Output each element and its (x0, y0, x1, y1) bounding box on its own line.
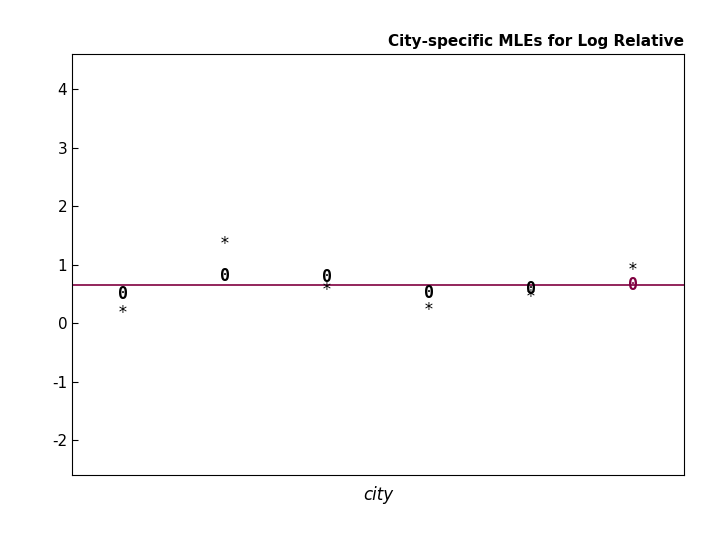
Text: *: * (322, 281, 332, 299)
Text: 0: 0 (220, 267, 230, 285)
Text: 0: 0 (118, 285, 128, 303)
Text: *: * (118, 303, 128, 321)
Text: 0: 0 (322, 268, 332, 286)
Text: 0: 0 (424, 284, 434, 302)
Text: *: * (628, 261, 638, 280)
Text: *: * (424, 301, 434, 319)
Text: 0: 0 (628, 276, 638, 294)
Text: *: * (220, 235, 230, 253)
Text: City-specific MLEs for Log Relative: City-specific MLEs for Log Relative (388, 33, 684, 49)
Text: *: * (526, 288, 536, 306)
Text: 0: 0 (526, 280, 536, 298)
X-axis label: city: city (363, 487, 393, 504)
